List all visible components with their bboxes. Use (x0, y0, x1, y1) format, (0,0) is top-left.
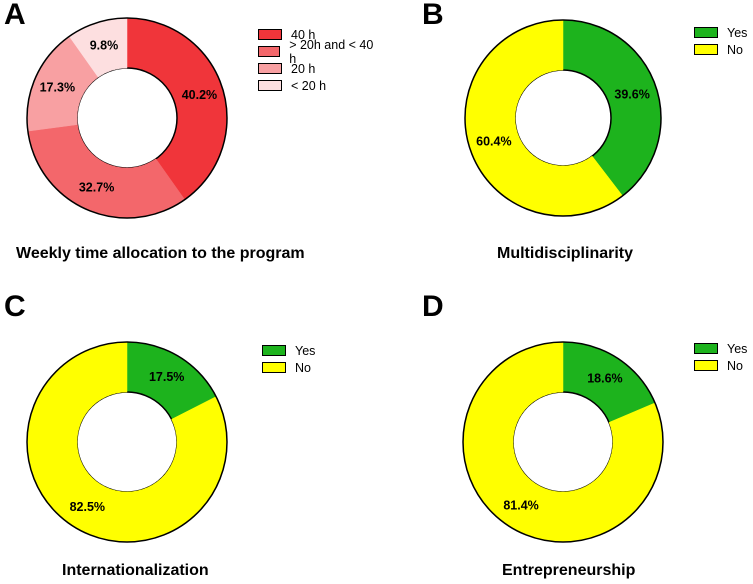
donut-outline (26, 341, 228, 543)
legend-label: Yes (727, 25, 748, 40)
legend-label: < 20 h (291, 78, 327, 93)
chart-panel-d: D 18.6% 81.4% Yes No Entrepreneurship (418, 290, 753, 584)
legend-swatch (694, 44, 718, 55)
legend-item: Yes (694, 340, 747, 357)
chart-legend: Yes No (694, 24, 747, 58)
legend-swatch (262, 362, 286, 373)
slice-value-label: 17.3% (40, 81, 75, 95)
legend-swatch (258, 63, 282, 74)
legend-label: No (727, 42, 743, 57)
chart-panel-c: C 17.5% 82.5% Yes No Internationalization (0, 290, 376, 584)
legend-swatch (258, 80, 282, 91)
legend-swatch (694, 343, 718, 354)
donut-chart: 18.6% 81.4% (462, 341, 664, 543)
donut-chart: 40.2% 32.7% 17.3% 9.8% (26, 17, 228, 219)
legend-item: No (694, 41, 747, 58)
chart-legend: 40 h > 20h and < 40 h 20 h < 20 h (258, 26, 376, 94)
legend-item: > 20h and < 40 h (258, 38, 376, 66)
slice-value-label: 17.5% (149, 370, 184, 384)
chart-legend: Yes No (694, 340, 747, 374)
legend-label: No (727, 358, 743, 373)
legend-label: 40 h (291, 27, 316, 42)
slice-value-label: 81.4% (503, 498, 538, 512)
donut-hole (76, 391, 178, 493)
slice-value-label: 60.4% (476, 134, 511, 148)
legend-item: Yes (262, 342, 315, 359)
slice-value-label: 40.2% (182, 88, 217, 102)
chart-title: Entrepreneurship (502, 562, 636, 579)
legend-swatch (258, 29, 282, 40)
legend-label: Yes (295, 343, 316, 358)
legend-swatch (694, 360, 718, 371)
legend-item: No (694, 357, 747, 374)
donut-hole (514, 69, 612, 167)
legend-item: 40 h (258, 26, 376, 43)
donut-chart: 39.6% 60.4% (464, 19, 662, 217)
chart-panel-a: A 40.2% 32.7% 17.3% 9.8% 40 h > 20h and < 4… (0, 0, 376, 292)
legend-label: No (295, 360, 311, 375)
donut-outline (464, 19, 662, 217)
legend-swatch (262, 345, 286, 356)
donut-hole (76, 67, 178, 169)
legend-label: 20 h (291, 61, 316, 76)
chart-title: Internationalization (62, 562, 209, 579)
donut-outline (462, 341, 664, 543)
donut-outline (26, 17, 228, 219)
slice-value-label: 9.8% (90, 39, 119, 53)
donut-hole (512, 391, 614, 493)
legend-label: Yes (727, 341, 748, 356)
chart-legend: Yes No (262, 342, 315, 376)
legend-item: < 20 h (258, 77, 376, 94)
legend-item: Yes (694, 24, 747, 41)
legend-item: 20 h (258, 60, 376, 77)
chart-title: Weekly time allocation to the program (16, 245, 305, 262)
panel-letter: B (422, 0, 444, 31)
chart-title: Multidisciplinarity (497, 245, 634, 262)
slice-value-label: 18.6% (587, 372, 622, 386)
legend-swatch (258, 46, 281, 57)
panel-letter: A (4, 0, 26, 31)
panel-letter: D (422, 290, 444, 323)
slice-value-label: 82.5% (70, 500, 105, 514)
panel-letter: C (4, 290, 26, 323)
legend-label: > 20h and < 40 h (289, 37, 374, 66)
slice-value-label: 39.6% (614, 88, 649, 102)
donut-chart: 17.5% 82.5% (26, 341, 228, 543)
slice-value-label: 32.7% (79, 181, 114, 195)
legend-item: No (262, 359, 315, 376)
legend-swatch (694, 27, 718, 38)
chart-panel-b: B 39.6% 60.4% Yes No Multidisciplinarity (418, 0, 753, 292)
